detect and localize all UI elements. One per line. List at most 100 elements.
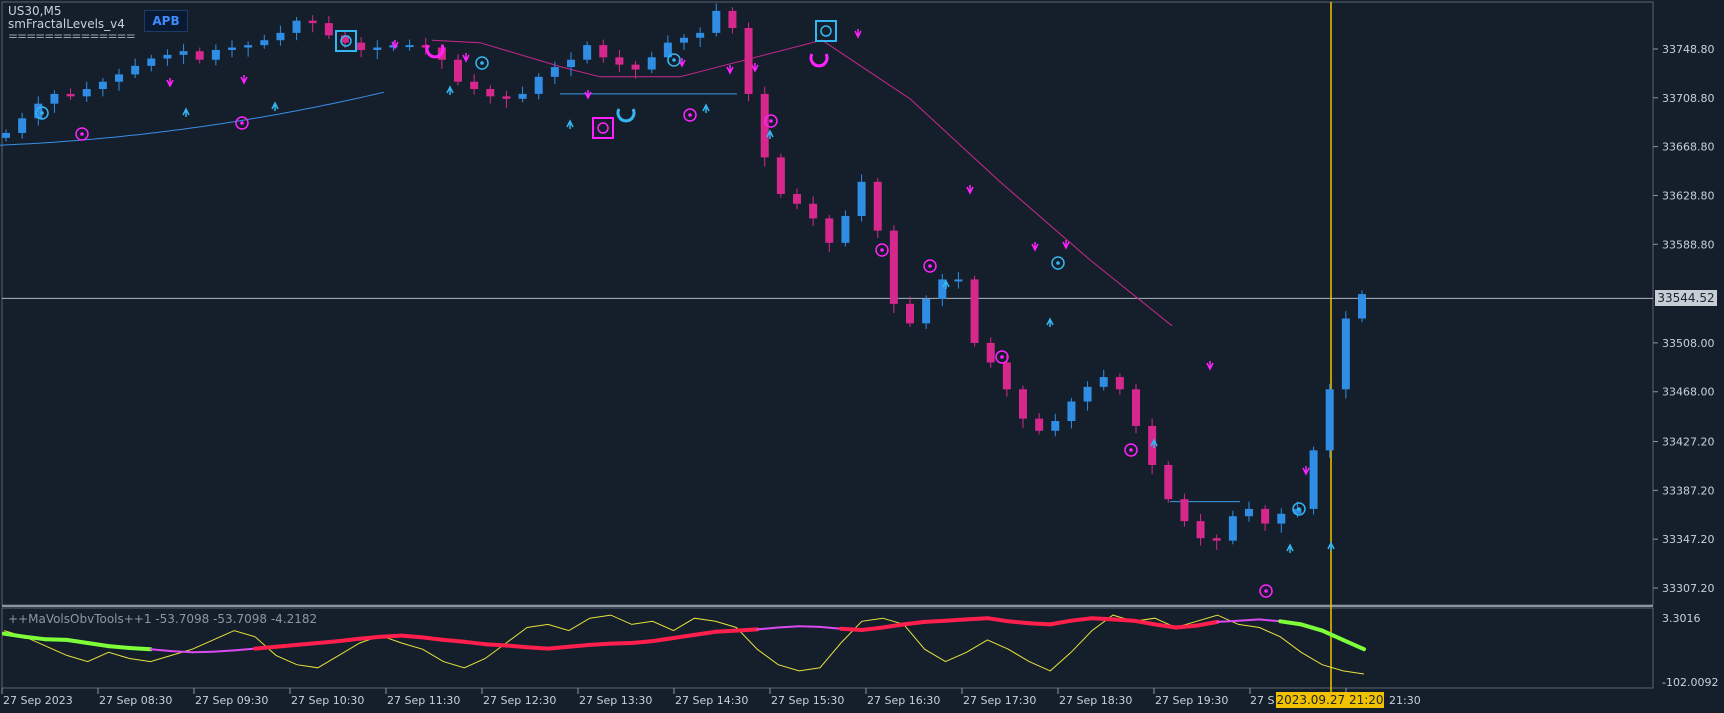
obv-ma-segment <box>294 641 320 647</box>
candle-body <box>1325 389 1334 451</box>
x-tick-label: 27 Sep 13:30 <box>579 694 652 707</box>
obv-ma-segment <box>1027 621 1053 627</box>
obv-ma-segment <box>483 642 509 648</box>
obv-ma-segment <box>985 616 1011 624</box>
obv-ma-segment <box>64 637 90 645</box>
down-arrow-icon <box>391 40 399 50</box>
obv-ma-segment <box>756 626 780 631</box>
obv-ma-segment <box>525 645 550 651</box>
fractal-circle-icon <box>683 108 697 122</box>
candle-body <box>292 20 301 33</box>
y-tick-label: 33628.80 <box>1662 189 1715 202</box>
obv-ma-segment <box>1341 637 1366 652</box>
obv-ma-segment <box>1237 618 1261 622</box>
fractal-circle-icon <box>1259 584 1273 598</box>
fractal-circle-dot <box>1056 261 1060 265</box>
candle-body <box>760 93 769 158</box>
obv-ma-segment <box>608 641 634 646</box>
fractal-circle-dot <box>1297 507 1301 511</box>
fractal-circle-icon <box>995 350 1009 364</box>
obv-ma-segment <box>357 634 383 641</box>
candle-body <box>599 45 608 58</box>
obv-ma-segment <box>462 639 488 647</box>
candle-body <box>663 42 672 58</box>
candle-body <box>276 32 285 41</box>
indicator-name: smFractalLevels_v4 <box>8 17 125 31</box>
down-arrow-icon <box>966 185 974 195</box>
candle-body <box>857 181 866 216</box>
candle-body <box>454 59 462 82</box>
candle-body <box>341 35 349 43</box>
y-tick-label: 33427.20 <box>1662 436 1715 449</box>
obv-ma-segment <box>253 644 278 651</box>
x-tick-label: 27 Sep 18:30 <box>1059 694 1132 707</box>
obv-ma-segment <box>1258 618 1282 623</box>
candle-body <box>809 203 818 219</box>
candle-body <box>1067 401 1076 422</box>
obv-ma-segment <box>212 649 236 653</box>
obv-ma-segment <box>692 629 718 637</box>
y-tick-label: 33708.80 <box>1662 92 1715 105</box>
candle-body <box>615 57 624 65</box>
x-tick-label: 27 Sep 08:30 <box>99 694 172 707</box>
candle-body <box>244 45 253 48</box>
y-tick-label: 33307.20 <box>1662 582 1715 595</box>
candle-body <box>583 45 592 60</box>
candle-body <box>195 51 204 60</box>
fractal-circle-icon <box>1124 443 1138 457</box>
fractal-circle-dot <box>80 132 84 136</box>
candle-body <box>131 65 140 75</box>
candle-body <box>1148 425 1157 465</box>
fractal-circle-dot <box>1000 355 1004 359</box>
down-arrow-icon <box>1302 466 1310 476</box>
obv-ma-segment <box>1194 619 1220 628</box>
obv-ma-segment <box>399 633 425 640</box>
candle-body <box>1180 499 1189 522</box>
y-tick-label: 33468.00 <box>1662 386 1715 399</box>
x-tick-label: 27 Sep 2023 <box>3 694 73 707</box>
y-tick-label: 33748.80 <box>1662 43 1715 56</box>
candle-body <box>98 81 107 90</box>
candle-body <box>228 47 236 50</box>
obv-ma-segment <box>1131 618 1157 627</box>
candle-body <box>1358 294 1366 319</box>
candle-body <box>211 49 220 60</box>
fractal-square-inner <box>597 122 609 134</box>
obv-ma-segment <box>504 643 530 650</box>
up-arrow-icon <box>1327 541 1335 551</box>
candle-body <box>1309 450 1318 509</box>
x-tick-label: 27 S <box>1250 694 1274 707</box>
crosshair-time-label: 2023.09.27 21:20 <box>1276 692 1384 708</box>
obv-ma-segment <box>713 628 739 634</box>
fractal-circle-icon <box>235 116 249 130</box>
obv-ma-segment <box>964 616 990 622</box>
obv-ma-segment <box>819 625 842 630</box>
x-tick-label: 27 Sep 14:30 <box>675 694 748 707</box>
candle-body <box>1019 389 1027 419</box>
candle-body <box>986 342 995 363</box>
candle-body <box>712 10 721 33</box>
candle-body <box>954 279 963 282</box>
candle-body <box>1035 418 1044 431</box>
candle-body <box>550 67 559 77</box>
y-tick-label: 33387.20 <box>1662 484 1715 497</box>
x-tick-label: 27 Sep 19:30 <box>1155 694 1228 707</box>
apb-badge[interactable]: APB <box>144 10 188 32</box>
fractal-circle-dot <box>880 248 884 252</box>
obv-ma-segment <box>1090 616 1115 622</box>
obv-ma-segment <box>420 635 446 642</box>
candle-body <box>82 89 91 97</box>
candle-body <box>1228 516 1237 541</box>
candle-body <box>534 76 543 94</box>
x-tick-label: 27 Sep 15:30 <box>771 694 844 707</box>
candle-body <box>1115 377 1124 390</box>
candle-body <box>324 23 333 36</box>
down-arrow-icon <box>751 63 759 73</box>
candle-body <box>405 45 414 48</box>
down-arrow-icon <box>726 65 734 75</box>
sub-axis-top: 3.3016 <box>1662 612 1701 625</box>
reversal-hook-icon <box>809 53 829 68</box>
obv-ma-segment <box>233 647 257 652</box>
